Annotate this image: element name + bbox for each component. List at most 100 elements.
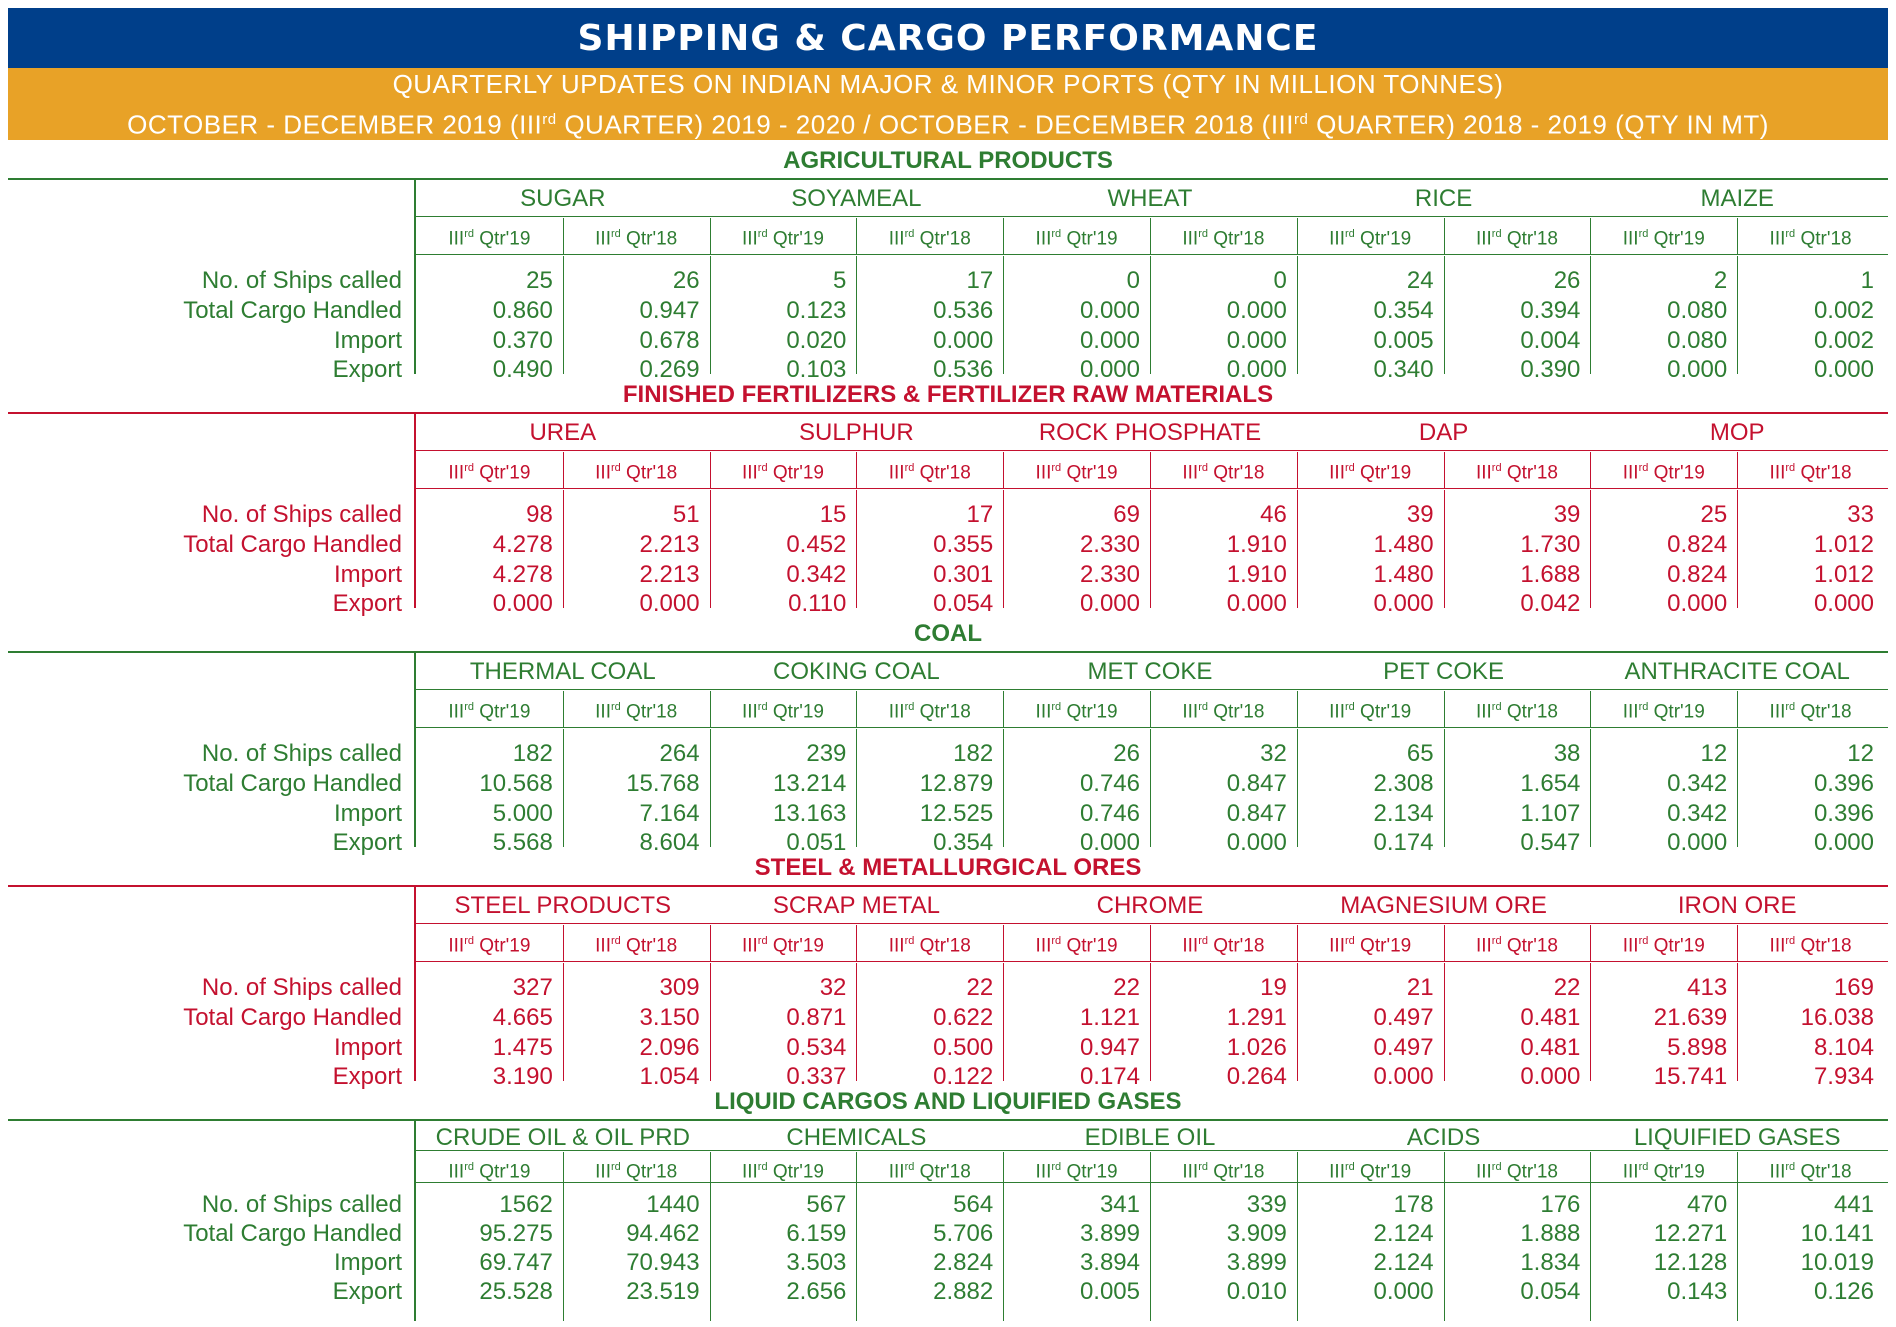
table-cell: 0.536: [933, 297, 994, 324]
column-divider: [1737, 256, 1739, 374]
category-label: ACIDS: [1406, 1124, 1481, 1151]
quarter-label: IIIrd Qtr'19: [1003, 454, 1150, 487]
table-cell: 0.947: [1079, 1034, 1140, 1061]
quarter-ordinal: rd: [464, 935, 474, 947]
quarter-roman: III: [595, 462, 611, 484]
table-cell: 0.080: [1667, 327, 1728, 354]
quarter-year: Qtr'18: [620, 701, 678, 723]
table-cell: 0.534: [786, 1034, 847, 1061]
column-divider: [1003, 729, 1005, 847]
column-divider: [856, 1183, 858, 1321]
label-divider: [414, 414, 416, 608]
column-divider: [1443, 925, 1445, 961]
table-cell: 0.746: [1079, 770, 1140, 797]
table-cell: 0.000: [1520, 1063, 1581, 1090]
quarter-year: Qtr'18: [914, 462, 971, 484]
table-cell: 12.128: [1653, 1249, 1728, 1276]
column-divider: [1590, 925, 1592, 961]
table-cell: 0.342: [1667, 770, 1728, 797]
quarter-ordinal: rd: [1345, 462, 1355, 474]
table-cell: 1: [1860, 267, 1874, 294]
quarter-ordinal: rd: [1638, 228, 1649, 240]
quarter-roman: III: [1182, 228, 1199, 250]
column-divider: [1296, 963, 1298, 1081]
row-label: No. of Ships called: [201, 740, 402, 767]
quarter-roman: III: [888, 1161, 905, 1183]
table-cell: 6.159: [786, 1220, 847, 1247]
quarter-roman: III: [1035, 462, 1052, 484]
section-title: LIQUID CARGOS AND LIQUIFIED GASES: [714, 1088, 1182, 1115]
table-cell: 16.038: [1800, 1004, 1874, 1031]
table-cell: 1.012: [1813, 561, 1874, 588]
table-cell: 0.622: [933, 1004, 994, 1031]
quarter-ordinal: rd: [611, 228, 621, 240]
table-cell: 32: [1260, 740, 1287, 767]
table-cell: 4.278: [492, 561, 553, 588]
category-label: IRON ORE: [1677, 892, 1797, 919]
row-label: No. of Ships called: [201, 267, 402, 294]
quarter-label: IIIrd Qtr'19: [710, 1153, 857, 1186]
table-cell: 69.747: [479, 1249, 553, 1276]
table-cell: 39: [1553, 501, 1581, 528]
column-divider: [562, 925, 564, 961]
quarter-ordinal: rd: [1491, 1161, 1502, 1173]
column-divider: [1590, 1183, 1592, 1321]
quarter-rule: [416, 254, 1888, 255]
table-cell: 564: [953, 1191, 994, 1218]
table-cell: 2.213: [639, 561, 700, 588]
quarter-roman: III: [448, 1161, 465, 1183]
quarter-ordinal: rd: [1198, 228, 1208, 240]
column-divider: [1150, 925, 1151, 961]
table-cell: 0.342: [786, 561, 847, 588]
quarter-ordinal: rd: [611, 701, 621, 713]
table-cell: 0.123: [786, 297, 847, 324]
column-divider: [1590, 256, 1592, 374]
quarter-year: Qtr'18: [1795, 935, 1852, 957]
column-divider: [856, 729, 858, 847]
quarter-ordinal: rd: [904, 935, 915, 947]
quarter-ordinal: rd: [1638, 1161, 1649, 1173]
table-cell: 7.164: [639, 800, 700, 827]
table-cell: 264: [659, 740, 700, 767]
quarter-ordinal: rd: [757, 1161, 768, 1173]
quarter-ordinal: rd: [464, 1161, 474, 1173]
table-cell: 2.213: [639, 531, 700, 558]
column-divider: [1003, 218, 1005, 254]
quarter-label: IIIrd Qtr'18: [563, 927, 710, 960]
quarter-year: Qtr'18: [1501, 462, 1559, 484]
table-cell: 13.214: [772, 770, 847, 797]
category-label: THERMAL COAL: [469, 658, 656, 685]
quarter-label: IIIrd Qtr'19: [1590, 454, 1737, 487]
table-cell: 3.503: [786, 1249, 847, 1276]
table-cell: 2.330: [1079, 561, 1140, 588]
quarter-roman: III: [1329, 935, 1345, 957]
table-cell: 0.000: [1813, 590, 1874, 617]
table-cell: 182: [953, 740, 994, 767]
quarter-ordinal: rd: [1051, 1161, 1062, 1173]
row-label: Export: [332, 1278, 402, 1305]
quarter-label: IIIrd Qtr'19: [1590, 220, 1737, 253]
quarter-year: Qtr'19: [767, 935, 825, 957]
table-cell: 39: [1406, 501, 1434, 528]
quarter-ordinal: rd: [904, 228, 915, 240]
quarter-label: IIIrd Qtr'18: [856, 693, 1003, 726]
row-label: Total Cargo Handled: [183, 531, 402, 558]
table-cell: 22: [966, 974, 994, 1001]
quarter-label: IIIrd Qtr'18: [1150, 693, 1297, 726]
table-cell: 0.390: [1520, 356, 1581, 383]
quarter-label: IIIrd Qtr'19: [1297, 927, 1444, 960]
quarter-year: Qtr'19: [1061, 228, 1118, 250]
quarter-ordinal: rd: [1198, 935, 1208, 947]
label-divider: [414, 887, 416, 1081]
quarter-ordinal: rd: [1051, 462, 1062, 474]
column-divider: [709, 452, 711, 488]
quarter-roman: III: [1035, 228, 1052, 250]
quarter-roman: III: [448, 701, 465, 723]
column-divider: [856, 256, 858, 374]
table-cell: 0.824: [1667, 531, 1728, 558]
row-label: Total Cargo Handled: [183, 770, 402, 797]
section-top-rule: [8, 651, 1888, 653]
table-cell: 0.860: [492, 297, 553, 324]
quarter-ordinal: rd: [1638, 935, 1649, 947]
column-divider: [1443, 490, 1445, 608]
